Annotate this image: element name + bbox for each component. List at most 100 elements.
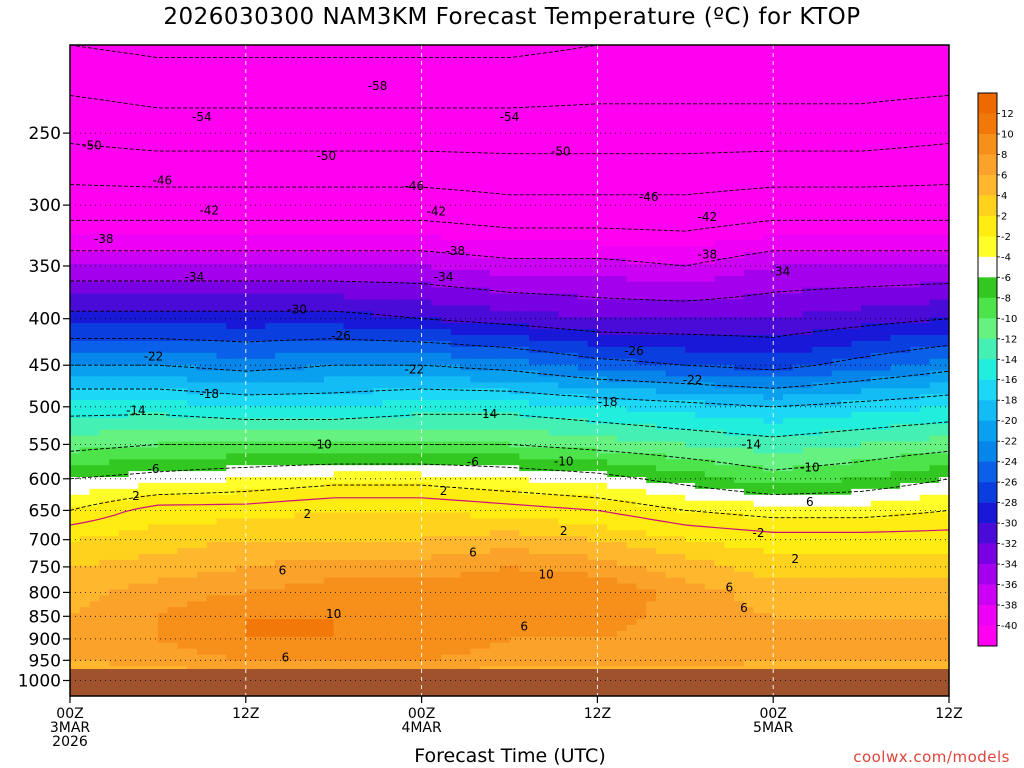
temperature-cell: [284, 559, 296, 567]
temperature-cell: [284, 376, 296, 383]
temperature-cell: [431, 187, 442, 194]
temperature-cell: [245, 334, 257, 342]
temperature-cell: [216, 619, 227, 626]
temperature-cell: [70, 139, 81, 147]
temperature-cell: [294, 630, 305, 638]
temperature-cell: [470, 210, 481, 218]
temperature-cell: [265, 98, 276, 105]
temperature-cell: [382, 56, 393, 64]
temperature-cell: [480, 299, 491, 306]
temperature-cell: [450, 127, 462, 135]
temperature-cell: [392, 275, 403, 283]
temperature-cell: [284, 187, 296, 194]
temperature-cell: [411, 394, 423, 401]
temperature-cell: [245, 488, 257, 496]
temperature-cell: [109, 429, 120, 437]
temperature-cell: [382, 246, 393, 253]
temperature-cell: [441, 104, 452, 111]
temperature-cell: [138, 305, 149, 312]
temperature-cell: [333, 358, 345, 366]
temperature-cell: [177, 370, 188, 378]
temperature-cell: [187, 589, 198, 596]
temperature-cell: [275, 346, 286, 354]
temperature-cell: [392, 571, 403, 579]
temperature-cell: [431, 636, 442, 644]
temperature-cell: [402, 104, 413, 111]
temperature-cell: [411, 435, 423, 443]
temperature-cell: [323, 548, 335, 555]
temperature-cell: [255, 488, 266, 496]
temperature-cell: [323, 287, 335, 295]
temperature-cell: [499, 181, 511, 188]
temperature-cell: [499, 417, 511, 425]
temperature-cell: [70, 240, 81, 247]
temperature-cell: [196, 654, 208, 662]
temperature-cell: [206, 157, 218, 164]
temperature-cell: [187, 542, 198, 549]
temperature-cell: [187, 74, 198, 82]
temperature-cell: [157, 630, 169, 638]
temperature-cell: [343, 589, 354, 596]
temperature-cell: [206, 352, 218, 360]
temperature-cell: [509, 222, 520, 230]
temperature-cell: [177, 441, 188, 449]
temperature-cell: [392, 512, 403, 520]
temperature-cell: [128, 423, 139, 431]
temperature-cell: [402, 305, 413, 312]
temperature-cell: [460, 311, 472, 318]
temperature-cell: [333, 198, 345, 206]
temperature-cell: [421, 92, 432, 99]
temperature-cell: [480, 482, 491, 490]
temperature-cell: [441, 429, 452, 437]
temperature-cell: [314, 56, 325, 64]
temperature-cell: [216, 62, 227, 70]
temperature-cell: [294, 263, 305, 271]
temperature-cell: [157, 583, 169, 591]
temperature-cell: [236, 536, 247, 543]
temperature-cell: [421, 571, 432, 579]
temperature-cell: [79, 80, 91, 88]
temperature-cell: [275, 406, 286, 413]
temperature-cell: [245, 240, 257, 247]
temperature-cell: [323, 346, 335, 354]
temperature-cell: [206, 293, 218, 301]
temperature-cell: [304, 400, 315, 407]
temperature-cell: [70, 624, 81, 632]
temperature-cell: [353, 275, 364, 283]
temperature-cell: [187, 423, 198, 431]
temperature-cell: [216, 571, 227, 579]
temperature-cell: [275, 151, 286, 159]
temperature-cell: [382, 548, 393, 555]
temperature-cell: [343, 299, 354, 306]
temperature-cell: [196, 68, 208, 76]
temperature-cell: [450, 542, 462, 549]
temperature-cell: [196, 287, 208, 295]
temperature-cell: [255, 660, 266, 668]
temperature-cell: [255, 453, 266, 460]
temperature-cell: [128, 565, 139, 573]
temperature-cell: [372, 465, 384, 472]
temperature-cell: [431, 145, 442, 153]
temperature-cell: [255, 246, 266, 253]
temperature-cell: [255, 45, 266, 52]
temperature-cell: [216, 577, 227, 585]
temperature-cell: [265, 619, 276, 626]
temperature-cell: [265, 548, 276, 555]
temperature-cell: [138, 400, 149, 407]
temperature-cell: [499, 133, 511, 141]
temperature-cell: [323, 648, 335, 656]
temperature-cell: [70, 595, 81, 602]
temperature-cell: [411, 553, 423, 561]
temperature-cell: [499, 370, 511, 378]
temperature-cell: [470, 619, 481, 626]
temperature-cell: [470, 258, 481, 265]
temperature-cell: [236, 388, 247, 395]
temperature-cell: [284, 234, 296, 241]
temperature-cell: [196, 311, 208, 318]
temperature-cell: [109, 488, 120, 496]
temperature-cell: [304, 56, 315, 64]
temperature-cell: [70, 506, 81, 514]
temperature-cell: [138, 583, 149, 591]
temperature-cell: [353, 80, 364, 88]
temperature-cell: [236, 210, 247, 218]
